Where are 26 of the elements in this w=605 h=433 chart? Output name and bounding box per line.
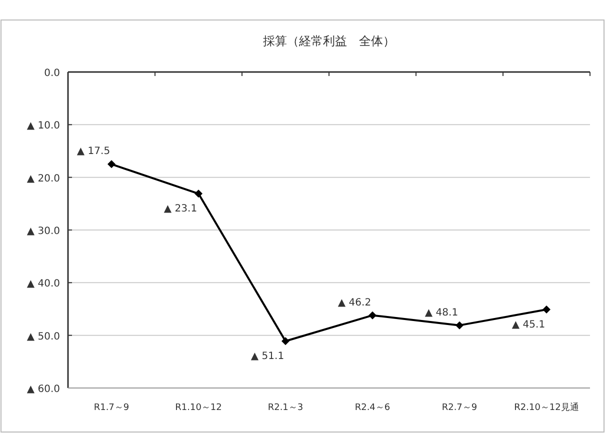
point <box>368 311 376 320</box>
point <box>194 190 202 198</box>
data-label: ▲ 45.1 <box>512 320 546 331</box>
x-tick-label: R2.4～6 <box>354 403 390 413</box>
data-label: ▲ 17.5 <box>76 146 110 158</box>
y-tick-label: ▲ 10.0 <box>26 120 60 132</box>
chart-title: 採算（経常利益 全体） <box>263 34 395 48</box>
data-label: ▲ 23.1 <box>164 204 198 215</box>
y-tick-label: 0.0 <box>44 68 60 79</box>
point <box>108 160 116 168</box>
point <box>456 321 464 330</box>
y-tick-label: ▲ 30.0 <box>26 226 60 237</box>
point <box>542 306 550 314</box>
data-label: ▲ 48.1 <box>424 307 458 318</box>
y-tick-label: ▲ 40.0 <box>26 278 60 290</box>
y-tick-label: ▲ 50.0 <box>26 331 60 342</box>
data-label: ▲ 46.2 <box>338 297 372 308</box>
x-tick-label: R2.10～12見通 <box>514 402 579 413</box>
data-label: ▲ 51.1 <box>250 351 284 362</box>
x-tick-label: R2.7～9 <box>442 403 478 413</box>
x-tick-label: R1.10～12 <box>175 403 222 413</box>
y-tick-label: ▲ 60.0 <box>26 384 60 395</box>
x-tick-label: R2.1～3 <box>268 403 304 413</box>
point <box>282 337 290 346</box>
y-tick-label: ▲ 20.0 <box>26 173 60 184</box>
x-tick-label: R1.7～9 <box>94 403 130 413</box>
